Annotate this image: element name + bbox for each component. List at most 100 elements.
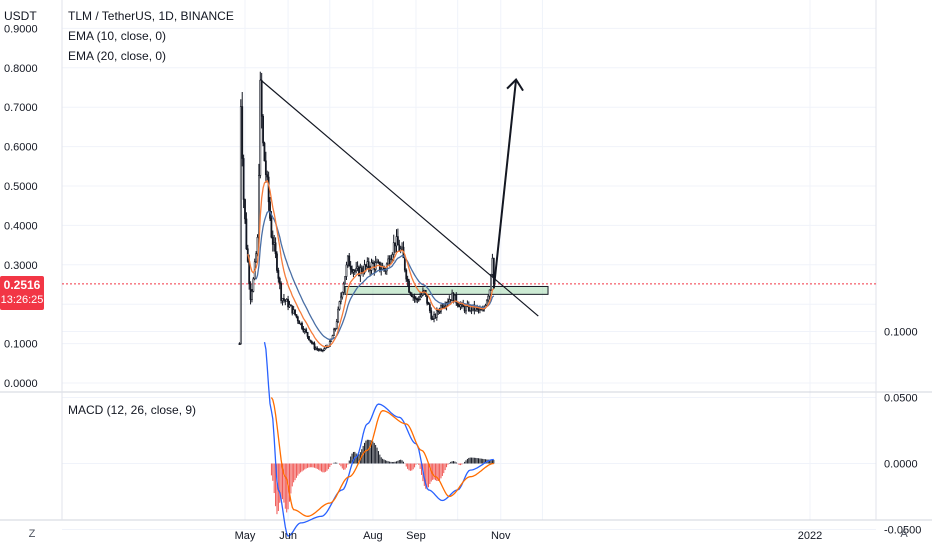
macd-tick-label: 0.0000 [884,459,918,471]
candle-up [239,106,242,344]
candle-up [299,322,302,325]
candle-down [367,261,370,269]
candle-down [449,299,452,301]
macd-line [263,341,494,537]
auto-scale-button[interactable]: A [900,528,908,540]
candle-down [351,268,353,273]
time-axis[interactable]: May Jun Aug Sep Nov 2022 [235,530,823,542]
candle-down [266,174,269,178]
candle-down [287,299,289,308]
candle-down [477,308,480,311]
candle-up [412,295,415,298]
candle-up [251,291,253,300]
price-tick-label: 0.3000 [4,260,38,272]
candle-down [427,303,430,305]
candle-up [356,266,359,269]
candle-up [401,246,403,250]
candle-down [313,343,316,350]
candle-down [430,310,433,319]
ema20-legend[interactable]: EMA (20, close, 0) [68,49,166,63]
macd-tick-label: 0.0500 [884,393,918,405]
candle-up [323,348,326,351]
candle-down [271,236,274,245]
candle-up [487,295,490,301]
candle-down [416,298,419,301]
projection-arrow[interactable] [492,79,518,289]
candle-up [459,304,462,308]
projection-arrowhead [506,78,524,92]
chart-grid [62,0,876,530]
candle-down [291,305,294,314]
candle-down [458,305,460,308]
candle-up [481,309,484,312]
candle-down [301,322,303,329]
candle-down [371,262,374,264]
candle-down [406,278,409,282]
candle-up [419,296,422,301]
candle-down [305,329,308,333]
macd-histogram [270,439,495,515]
trendline[interactable] [259,79,539,317]
candle-up [479,308,481,311]
candle-up [288,304,291,308]
candle-down [353,270,356,272]
candle-up [444,305,447,308]
macd-signal-line [270,397,494,517]
candle-up [370,262,373,271]
candle-up [344,276,346,285]
candle-down [277,270,280,279]
candle-up [345,264,348,277]
timezone-button[interactable]: Z [28,528,36,540]
candle-down [238,343,241,345]
candle-up [391,254,394,260]
macd-legend[interactable]: MACD (12, 26, close, 9) [68,403,196,417]
candle-down [294,309,296,315]
candle-up [392,242,395,255]
price-tick-label: 0.8000 [4,63,38,75]
candle-down [417,298,420,301]
candle-up [485,299,488,306]
last-price-value: 0.2516 [3,278,41,292]
price-tick-label: 0.7000 [4,102,38,114]
ema10-legend[interactable]: EMA (10, close, 0) [68,29,166,43]
candle-down [480,308,483,311]
candle-up [438,310,441,313]
candle-down [263,142,266,162]
candle-down [264,160,267,176]
candle-down [456,302,459,306]
time-tick-label: Nov [491,530,511,542]
candle-down [455,294,458,304]
candle-up [490,274,492,291]
candle-up [448,299,451,303]
candle-up [341,292,344,298]
candle-down [249,283,252,300]
candle-up [488,289,491,297]
macd-tick-label: 0.1000 [884,327,918,339]
ema10-line [247,179,495,348]
candle-up [334,328,337,330]
symbol-title[interactable]: TLM / TetherUS, 1D, BINANCE [68,9,234,23]
candle-up [395,236,398,247]
candle-up [355,268,358,272]
price-tick-label: 0.0000 [4,378,38,390]
support-zone-layer [344,285,549,295]
candle-up [491,257,494,275]
candle-up [420,294,423,297]
candle-up [255,253,258,263]
candle-down [309,339,312,342]
support-zone[interactable] [344,285,549,295]
drawings-layer[interactable] [259,78,539,317]
candle-down [241,106,244,159]
candle-down [396,236,399,246]
price-axis[interactable]: 0.9000 0.8000 0.7000 0.6000 0.5000 0.4000 0.30… [4,23,38,390]
macd-tick-label: -0.0500 [884,525,921,537]
candle-down [289,304,292,307]
candle-down [373,263,376,270]
candle-up [252,278,255,292]
candle-down [405,269,408,280]
candle-down [310,340,313,344]
macd-axis[interactable]: 0.1000 0.0500 0.0000 -0.0500 [884,327,921,537]
currency-label: USDT [4,9,37,23]
candle-down [317,348,320,351]
